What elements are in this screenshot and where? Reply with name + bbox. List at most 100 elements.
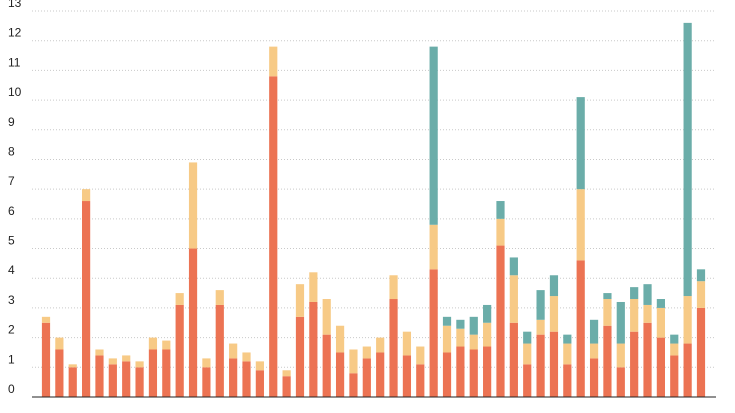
bar-segment-series1-46	[643, 322, 652, 397]
bar-segment-series2-47	[656, 307, 665, 338]
bar-stack-16	[242, 352, 251, 397]
bar-segment-series2-15	[229, 343, 238, 359]
bar-segment-series1-33	[469, 349, 478, 397]
bar-segment-series1-24	[349, 373, 358, 397]
bar-segment-series2-49	[683, 296, 692, 344]
bar-stack-9	[148, 337, 158, 397]
bar-stack-14	[215, 290, 224, 397]
bar-segment-series3-44	[616, 301, 625, 344]
bar-segment-series2-23	[335, 325, 345, 353]
bar-stack-36	[509, 257, 518, 397]
bar-stack-32	[456, 319, 465, 397]
bar-segment-series1-2	[55, 349, 64, 397]
bar-segment-series1-34	[483, 346, 492, 397]
bar-segment-series2-11	[175, 293, 184, 305]
bar-stack-50	[696, 269, 706, 397]
bar-segment-series1-12	[188, 248, 198, 397]
bar-segment-series1-1	[41, 322, 51, 397]
bar-stack-10	[162, 340, 171, 397]
bar-segment-series2-33	[469, 334, 478, 350]
bar-segment-series1-30	[429, 269, 438, 397]
bar-segment-series1-22	[322, 334, 331, 397]
bar-segment-series2-24	[349, 349, 358, 374]
bar-segment-series3-48	[670, 334, 679, 344]
y-tick-label: 4	[8, 263, 15, 277]
bar-segment-series1-16	[242, 361, 251, 397]
bar-segment-series2-26	[376, 337, 385, 353]
bar-segment-series1-9	[148, 349, 158, 397]
bar-stack-19	[282, 370, 291, 397]
bar-stack-8	[135, 361, 144, 397]
bar-stack-21	[309, 272, 318, 397]
bar-segment-series1-31	[442, 352, 452, 397]
y-tick-label: 7	[8, 174, 15, 188]
bar-segment-series1-13	[202, 367, 211, 397]
bar-stack-22	[322, 299, 331, 397]
bar-segment-series1-41	[576, 260, 585, 397]
bar-segment-series1-3	[68, 367, 77, 397]
bar-segment-series1-20	[295, 316, 305, 397]
bar-segment-series2-4	[82, 189, 91, 202]
y-tick-label: 0	[8, 382, 15, 396]
bar-segment-series2-8	[135, 361, 144, 368]
y-tick-label: 10	[8, 85, 22, 99]
bar-segment-series3-31	[442, 316, 452, 326]
bar-stack-11	[175, 293, 184, 397]
bar-segment-series2-25	[362, 346, 371, 359]
bar-segment-series1-48	[670, 355, 679, 397]
bar-stack-23	[335, 325, 345, 397]
bar-segment-series1-6	[108, 364, 117, 397]
bar-segment-series3-40	[563, 334, 572, 344]
bar-segment-series2-2	[55, 337, 64, 350]
bar-segment-series2-20	[295, 284, 305, 317]
bar-segment-series1-8	[135, 367, 144, 397]
bar-segment-series2-44	[616, 343, 625, 368]
bar-segment-series3-42	[589, 319, 599, 344]
bar-stack-49	[683, 22, 692, 397]
bar-stack-30	[429, 46, 438, 397]
y-tick-label: 6	[8, 204, 15, 218]
bar-stack-37	[523, 331, 532, 397]
bar-stack-27	[389, 275, 398, 397]
bar-segment-series1-32	[456, 346, 465, 397]
bar-segment-series2-19	[282, 370, 291, 377]
bar-stack-46	[643, 284, 652, 397]
bar-segment-series3-47	[656, 299, 665, 308]
bar-segment-series2-29	[416, 346, 425, 365]
bar-segment-series2-32	[456, 328, 465, 347]
bar-segment-series1-26	[376, 352, 385, 397]
bar-segment-series3-32	[456, 319, 465, 329]
bar-stack-38	[536, 290, 545, 397]
bar-segment-series1-19	[282, 376, 291, 397]
bar-segment-series3-35	[496, 201, 505, 219]
bar-segment-series2-12	[188, 162, 198, 249]
bar-segment-series2-13	[202, 358, 211, 368]
bar-segment-series1-11	[175, 304, 184, 397]
bar-segment-series2-5	[95, 349, 104, 356]
bar-stack-48	[670, 334, 679, 397]
bar-segment-series1-25	[362, 358, 371, 397]
bar-stack-20	[295, 284, 305, 397]
bar-segment-series1-18	[269, 76, 278, 398]
bar-segment-series1-4	[82, 201, 91, 397]
bar-stack-18	[269, 46, 278, 398]
y-tick-label: 13	[8, 0, 22, 10]
y-tick-label: 5	[8, 234, 15, 248]
bar-segment-series2-50	[696, 281, 706, 308]
bar-segment-series1-40	[563, 364, 572, 397]
bar-segment-series1-5	[95, 355, 104, 397]
bar-stack-44	[616, 301, 625, 397]
bar-segment-series1-42	[589, 358, 599, 397]
bar-stack-4	[82, 189, 91, 397]
y-tick-label: 1	[8, 352, 15, 366]
bar-segment-series2-40	[563, 343, 572, 365]
bar-segment-series2-43	[603, 299, 612, 326]
bar-segment-series2-9	[148, 337, 158, 350]
bar-segment-series1-35	[496, 245, 505, 397]
bar-segment-series2-1	[41, 316, 51, 323]
bar-segment-series2-17	[255, 361, 264, 371]
bar-segment-series3-50	[696, 269, 706, 282]
bar-segment-series2-45	[630, 299, 639, 332]
